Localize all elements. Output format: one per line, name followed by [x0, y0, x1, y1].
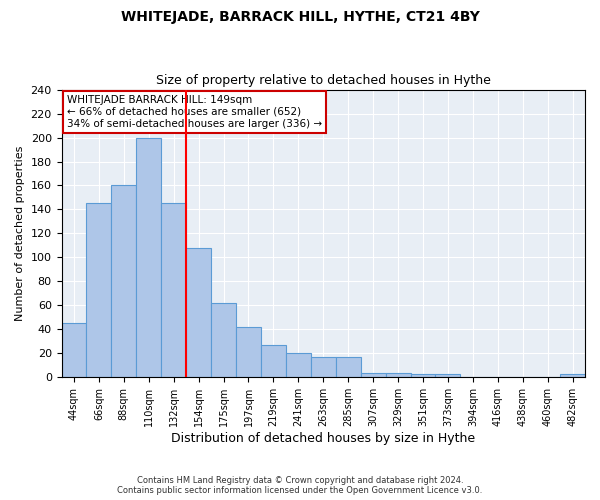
Bar [361, 372, 386, 378]
Bar [436, 374, 460, 378]
Bar [261, 345, 286, 378]
Bar [136, 138, 161, 378]
Bar [211, 303, 236, 378]
Bar [161, 204, 186, 378]
Bar [410, 374, 436, 378]
Bar [311, 357, 336, 378]
Text: WHITEJADE BARRACK HILL: 149sqm
← 66% of detached houses are smaller (652)
34% of: WHITEJADE BARRACK HILL: 149sqm ← 66% of … [67, 96, 322, 128]
Bar [236, 327, 261, 378]
Bar [86, 204, 112, 378]
Bar [336, 357, 361, 378]
Y-axis label: Number of detached properties: Number of detached properties [15, 146, 25, 321]
Title: Size of property relative to detached houses in Hythe: Size of property relative to detached ho… [156, 74, 491, 87]
Text: WHITEJADE, BARRACK HILL, HYTHE, CT21 4BY: WHITEJADE, BARRACK HILL, HYTHE, CT21 4BY [121, 10, 479, 24]
Bar [186, 248, 211, 378]
Text: Contains HM Land Registry data © Crown copyright and database right 2024.
Contai: Contains HM Land Registry data © Crown c… [118, 476, 482, 495]
X-axis label: Distribution of detached houses by size in Hythe: Distribution of detached houses by size … [171, 432, 475, 445]
Bar [560, 374, 585, 378]
Bar [286, 354, 311, 378]
Bar [62, 324, 86, 378]
Bar [112, 186, 136, 378]
Bar [386, 372, 410, 378]
